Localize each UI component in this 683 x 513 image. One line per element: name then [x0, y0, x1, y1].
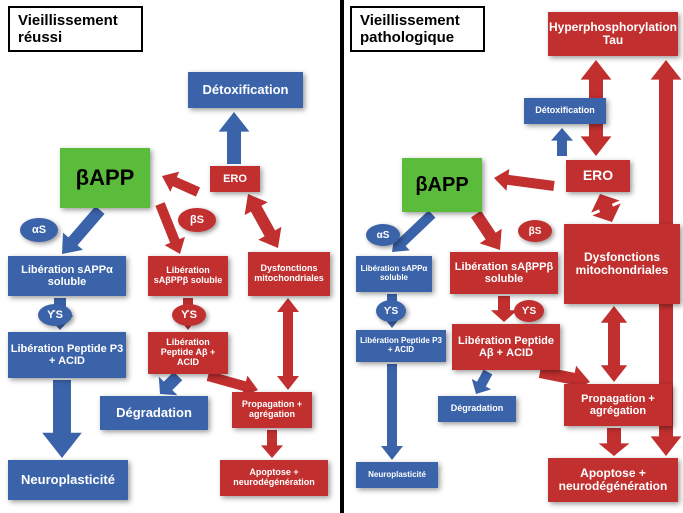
- node-r_ab: Libération Peptide Aβ + ACID: [452, 324, 560, 370]
- node-l_ys2: ϒS: [172, 304, 206, 326]
- node-r_hyper: Hyperphosphorylation Tau: [548, 12, 678, 56]
- arrow-4: [155, 202, 185, 254]
- node-l_ab: Libération Peptide Aβ + ACID: [148, 332, 228, 374]
- node-r_sabppb: Libération sAβPPβ soluble: [450, 252, 558, 294]
- arrow-21: [381, 364, 403, 460]
- node-l_deg: Dégradation: [100, 396, 208, 430]
- node-r_ys1: ϒS: [376, 300, 406, 322]
- node-r_detox: Détoxification: [524, 98, 606, 124]
- node-l_sappa: Libération sAPPα soluble: [8, 256, 126, 296]
- arrow-24: [601, 306, 627, 382]
- node-l_as: αS: [20, 218, 58, 242]
- node-r_dysmito: Dysfonctions mitochondriales: [564, 224, 680, 304]
- arrow-8: [159, 372, 182, 395]
- node-r_ero: ERO: [566, 160, 630, 192]
- node-l_dysmito: Dysfonctions mitochondriales: [248, 252, 330, 296]
- node-r_bapp: βAPP: [402, 158, 482, 212]
- arrow-22: [472, 370, 493, 394]
- node-r_as: αS: [366, 224, 400, 246]
- node-r_bs: βS: [518, 220, 552, 242]
- node-l_ero: ERO: [210, 166, 260, 192]
- node-l_p3: Libération Peptide P3 + ACID: [8, 332, 126, 378]
- panel-divider: [340, 0, 344, 513]
- arrow-10: [261, 430, 283, 458]
- arrow-12: [551, 128, 573, 156]
- arrow-0: [219, 112, 250, 164]
- node-l_ys1: ϒS: [38, 304, 72, 326]
- node-r_neuro: Neuroplasticité: [356, 462, 438, 488]
- node-l_sabppb: Libération sAβPPβ soluble: [148, 256, 228, 296]
- arrow-25: [599, 428, 630, 456]
- node-r_p3: Libération Peptide P3 + ACID: [356, 330, 446, 362]
- node-r_sappa: Libération sAPPα soluble: [356, 256, 432, 292]
- arrow-7: [42, 380, 82, 458]
- panel-title-left: Vieillissement réussi: [8, 6, 143, 52]
- node-l_bs: βS: [178, 208, 216, 232]
- arrow-3: [62, 206, 105, 254]
- arrow-15: [591, 194, 621, 222]
- node-l_neuro: Neuroplasticité: [8, 460, 128, 500]
- node-l_detox: Détoxification: [188, 72, 303, 108]
- diagram-canvas: Vieillissement réussi Vieillissement path…: [0, 0, 683, 513]
- node-r_deg: Dégradation: [438, 396, 516, 422]
- node-r_apop: Apoptose + neurodégénération: [548, 458, 678, 502]
- node-r_ys2: ϒS: [514, 300, 544, 322]
- node-l_apop: Apoptose + neurodégénération: [220, 460, 328, 496]
- arrow-1: [162, 172, 200, 197]
- panel-title-right: Vieillissement pathologique: [350, 6, 485, 52]
- node-l_bapp: βAPP: [60, 148, 150, 208]
- arrow-18: [471, 211, 502, 250]
- arrow-2: [245, 194, 282, 248]
- node-r_prop: Propagation + agrégation: [564, 384, 672, 426]
- arrow-14: [494, 169, 555, 191]
- arrow-11: [277, 298, 299, 390]
- node-l_prop: Propagation + agrégation: [232, 392, 312, 428]
